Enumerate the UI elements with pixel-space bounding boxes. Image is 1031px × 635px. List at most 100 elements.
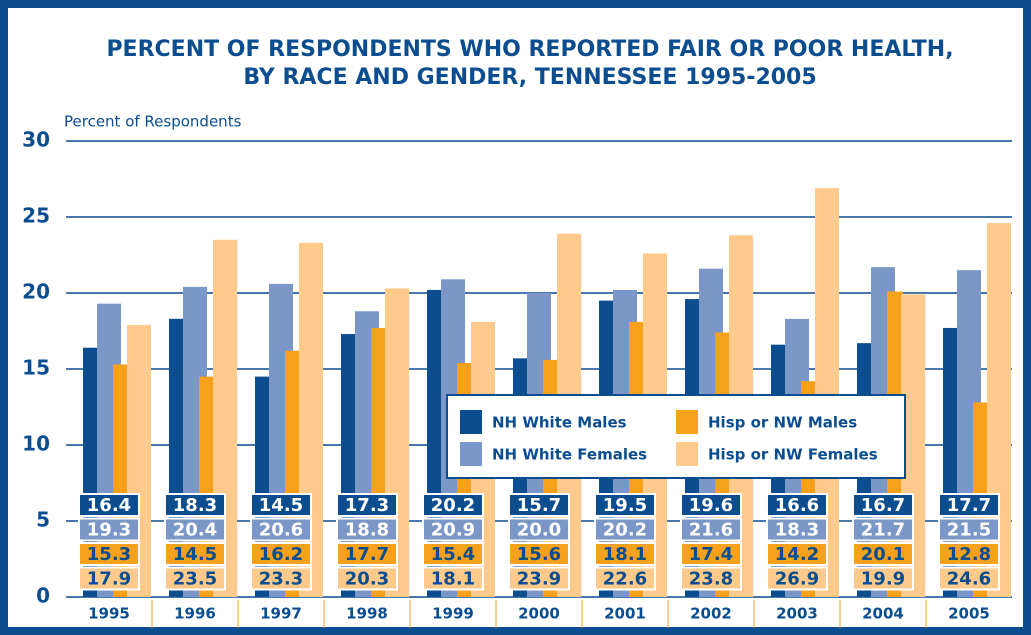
data-label: 21.7: [861, 520, 905, 541]
data-label: 17.7: [345, 544, 389, 565]
table-cell: [336, 542, 398, 566]
data-label: 19.9: [861, 569, 905, 590]
data-label: 16.6: [775, 495, 819, 516]
x-tick-label: 1999: [432, 605, 474, 623]
table-cell: [508, 517, 570, 542]
data-label: 12.8: [947, 544, 991, 565]
table-cell: [852, 566, 914, 591]
table-cell: [594, 517, 656, 542]
data-label: 26.9: [775, 569, 819, 590]
x-tick-label: 1997: [260, 605, 302, 623]
table-cell: [852, 493, 914, 517]
chart-subtitle: BY RACE AND GENDER, TENNESSEE 1995-2005: [243, 65, 816, 90]
data-label: 19.6: [689, 495, 733, 516]
y-tick-label: 20: [22, 280, 50, 304]
table-cell: [508, 542, 570, 566]
data-label: 16.2: [259, 544, 303, 565]
table-cell: [78, 542, 140, 566]
table-cell: [766, 542, 828, 566]
table-cell: [164, 542, 226, 566]
table-cell: [852, 542, 914, 566]
table-cell: [164, 517, 226, 542]
table-cell: [766, 517, 828, 542]
data-label: 16.7: [861, 495, 905, 516]
data-label: 23.9: [517, 569, 561, 590]
data-label: 15.4: [431, 544, 475, 565]
data-label: 17.7: [947, 495, 991, 516]
data-label: 15.3: [87, 544, 131, 565]
x-tick-label: 2000: [518, 605, 560, 623]
table-cell: [766, 566, 828, 591]
chart-title: PERCENT OF RESPONDENTS WHO REPORTED FAIR…: [106, 37, 953, 62]
legend-label: Hisp or NW Females: [708, 446, 878, 464]
table-cell: [336, 517, 398, 542]
data-label: 22.6: [603, 569, 647, 590]
legend-swatch: [460, 410, 482, 434]
table-cell: [508, 493, 570, 517]
x-tick-label: 2002: [690, 605, 732, 623]
data-label: 23.3: [259, 569, 303, 590]
table-cell: [164, 493, 226, 517]
data-label: 18.3: [775, 520, 819, 541]
table-cell: [938, 493, 1000, 517]
x-tick-label: 2001: [604, 605, 646, 623]
table-cell: [336, 566, 398, 591]
legend-swatch: [460, 442, 482, 466]
data-label: 20.4: [173, 520, 217, 541]
table-cell: [680, 566, 742, 591]
y-tick-label: 15: [22, 356, 50, 380]
table-cell: [164, 566, 226, 591]
table-cell: [250, 566, 312, 591]
table-cell: [78, 517, 140, 542]
table-cell: [938, 566, 1000, 591]
data-label: 16.4: [87, 495, 131, 516]
data-label: 14.5: [173, 544, 217, 565]
legend-swatch: [676, 410, 698, 434]
table-cell: [250, 517, 312, 542]
data-label: 21.6: [689, 520, 733, 541]
table-cell: [336, 493, 398, 517]
table-cell: [594, 566, 656, 591]
x-tick-label: 1995: [88, 605, 130, 623]
data-label: 14.5: [259, 495, 303, 516]
data-label: 17.4: [689, 544, 733, 565]
data-label: 18.1: [603, 544, 647, 565]
y-tick-label: 5: [36, 508, 50, 532]
y-axis-label: Percent of Respondents: [64, 113, 242, 131]
data-label: 18.1: [431, 569, 475, 590]
data-label: 17.3: [345, 495, 389, 516]
table-cell: [78, 493, 140, 517]
table-cell: [422, 542, 484, 566]
data-label: 20.3: [345, 569, 389, 590]
data-label: 23.8: [689, 569, 733, 590]
table-cell: [594, 542, 656, 566]
table-cell: [938, 517, 1000, 542]
data-label: 19.3: [87, 520, 131, 541]
data-label: 20.2: [431, 495, 475, 516]
data-label: 15.7: [517, 495, 561, 516]
table-cell: [938, 542, 1000, 566]
bar: [255, 376, 271, 597]
table-cell: [680, 493, 742, 517]
table-cell: [422, 493, 484, 517]
x-tick-label: 1998: [346, 605, 388, 623]
data-label: 20.0: [517, 520, 561, 541]
legend-swatch: [676, 442, 698, 466]
table-cell: [680, 542, 742, 566]
data-label: 18.3: [173, 495, 217, 516]
data-label: 23.5: [173, 569, 217, 590]
table-cell: [680, 517, 742, 542]
table-cell: [594, 493, 656, 517]
data-label: 15.6: [517, 544, 561, 565]
legend-label: NH White Males: [492, 414, 627, 432]
x-tick-label: 1996: [174, 605, 216, 623]
x-tick-label: 2003: [776, 605, 818, 623]
legend-label: NH White Females: [492, 446, 647, 464]
y-tick-label: 0: [36, 584, 50, 608]
data-label: 14.2: [775, 544, 819, 565]
data-label: 20.6: [259, 520, 303, 541]
data-label: 18.8: [345, 520, 389, 541]
table-cell: [422, 566, 484, 591]
